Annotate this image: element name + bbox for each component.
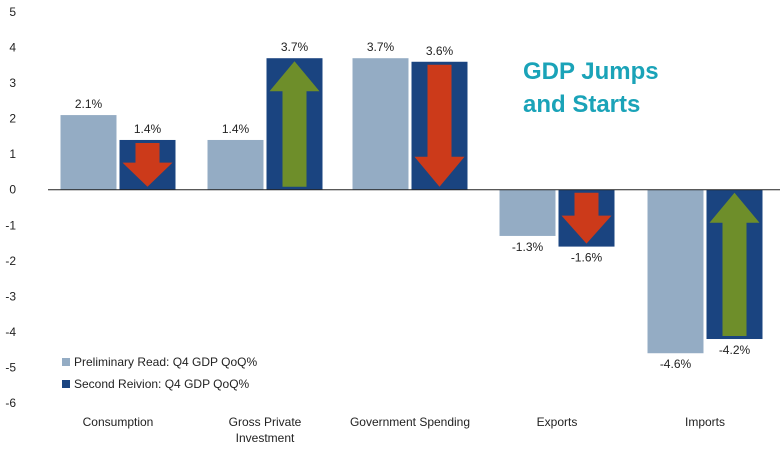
y-axis: 5 4 3 2 1 0 -1 -2 -3 -4 -5 -6 — [5, 5, 16, 410]
bar-preliminary-3 — [499, 189, 556, 236]
down-arrow-icon — [414, 64, 465, 187]
data-label: -1.6% — [571, 251, 603, 265]
data-label: -4.2% — [719, 343, 751, 357]
category-label: Imports — [685, 415, 725, 429]
y-tick-label: 0 — [9, 183, 16, 197]
legend-label: Preliminary Read: Q4 GDP QoQ% — [74, 355, 258, 369]
y-tick-label: -1 — [5, 218, 16, 232]
y-tick-label: -2 — [5, 254, 16, 268]
y-tick-label: -6 — [5, 396, 16, 410]
up-arrow-icon — [269, 61, 320, 187]
category-label: Exports — [537, 415, 578, 429]
chart-title-line: GDP Jumps — [523, 58, 659, 85]
bars — [60, 58, 763, 354]
data-label: 1.4% — [222, 122, 250, 136]
data-label: 3.6% — [426, 44, 454, 58]
y-tick-label: 3 — [9, 76, 16, 90]
up-arrow-icon — [709, 192, 760, 337]
category-label: Government Spending — [350, 415, 470, 429]
down-arrow-icon — [122, 142, 173, 187]
category-label: Investment — [236, 431, 295, 445]
category-label: Gross Private — [229, 415, 302, 429]
data-label: 2.1% — [75, 97, 103, 111]
direction-arrows — [122, 61, 760, 337]
category-label: Consumption — [83, 415, 154, 429]
y-tick-label: 2 — [9, 112, 16, 126]
data-label: 3.7% — [281, 40, 309, 54]
y-tick-label: -5 — [5, 360, 16, 374]
bar-preliminary-2 — [352, 58, 409, 190]
data-label: 3.7% — [367, 40, 395, 54]
chart-title: GDP Jumps and Starts — [523, 58, 659, 118]
y-tick-label: 1 — [9, 147, 16, 161]
legend-label: Second Reivion: Q4 GDP QoQ% — [74, 377, 250, 391]
bar-preliminary-1 — [207, 139, 264, 190]
y-tick-label: -4 — [5, 325, 16, 339]
bar-preliminary-0 — [60, 115, 117, 190]
legend: Preliminary Read: Q4 GDP QoQ% Second Reiv… — [62, 355, 258, 391]
y-tick-label: 4 — [9, 41, 16, 55]
value-labels: 2.1% 1.4% 3.7% -1.3% -4.6% 1.4% 3.7% 3.6% -1.6% -… — [75, 40, 751, 371]
down-arrow-icon — [561, 192, 612, 244]
legend-swatch — [62, 380, 70, 388]
y-tick-label: 5 — [9, 5, 16, 19]
y-tick-label: -3 — [5, 289, 16, 303]
legend-swatch — [62, 358, 70, 366]
data-label: 1.4% — [134, 122, 162, 136]
data-label: -4.6% — [660, 357, 692, 371]
bar-preliminary-4 — [647, 189, 704, 354]
data-label: -1.3% — [512, 240, 544, 254]
category-labels: Consumption Gross Private Investment Govern… — [83, 415, 725, 445]
chart-title-line: and Starts — [523, 91, 640, 118]
